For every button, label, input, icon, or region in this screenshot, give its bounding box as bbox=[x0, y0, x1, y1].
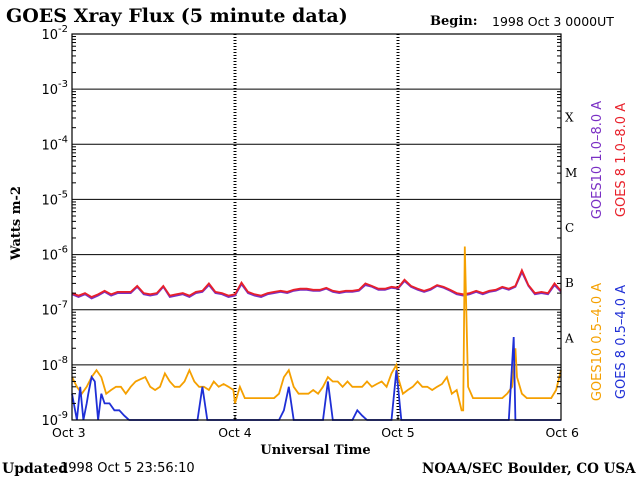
updated-value: 1998 Oct 5 23:56:10 bbox=[60, 461, 195, 476]
credit: NOAA/SEC Boulder, CO USA bbox=[422, 461, 636, 477]
series-line-goes-8-1-0-8-0-a bbox=[71, 267, 562, 299]
y-axis-title: Watts m-2 bbox=[9, 186, 24, 261]
flare-class-label: C bbox=[565, 221, 574, 235]
y-tick-label: 10-3 bbox=[41, 79, 68, 98]
x-tick-label: Oct 3 bbox=[52, 425, 86, 440]
y-tick-label: 10-7 bbox=[41, 300, 68, 319]
y-tick-label: 10-4 bbox=[41, 134, 68, 153]
legend-entry: GOES10 0.5–4.0 A bbox=[590, 283, 605, 401]
flare-class-label: M bbox=[565, 166, 577, 180]
begin-value: 1998 Oct 3 0000UT bbox=[492, 14, 614, 29]
flare-class-label: B bbox=[565, 276, 574, 290]
series-line-goes10-1-0-8-0-a bbox=[71, 269, 562, 300]
x-tick-label: Oct 6 bbox=[545, 425, 579, 440]
y-tick-label: 10-2 bbox=[41, 24, 68, 43]
legend-entry: GOES 8 1.0–8.0 A bbox=[614, 103, 629, 217]
y-tick-label: 10-5 bbox=[41, 189, 68, 208]
plot-frame bbox=[71, 33, 562, 421]
x-tick-label: Oct 5 bbox=[381, 425, 415, 440]
series-line-goes10-0-5-4-0-a bbox=[71, 246, 562, 412]
flare-class-label: X bbox=[565, 111, 574, 125]
y-tick-label: 10-8 bbox=[41, 355, 68, 374]
updated-label: Updated bbox=[2, 461, 69, 477]
begin-label: Begin: bbox=[430, 14, 478, 29]
y-tick-label: 10-9 bbox=[41, 410, 68, 429]
flare-class-label: A bbox=[564, 331, 574, 345]
x-axis-title: Universal Time bbox=[260, 443, 370, 458]
y-tick-label: 10-6 bbox=[41, 245, 68, 264]
legend-entry: GOES10 1.0–8.0 A bbox=[590, 101, 605, 219]
title: GOES Xray Flux (5 minute data) bbox=[6, 5, 348, 27]
legend-entry: GOES 8 0.5–4.0 A bbox=[614, 285, 629, 399]
x-tick-label: Oct 4 bbox=[218, 425, 252, 440]
